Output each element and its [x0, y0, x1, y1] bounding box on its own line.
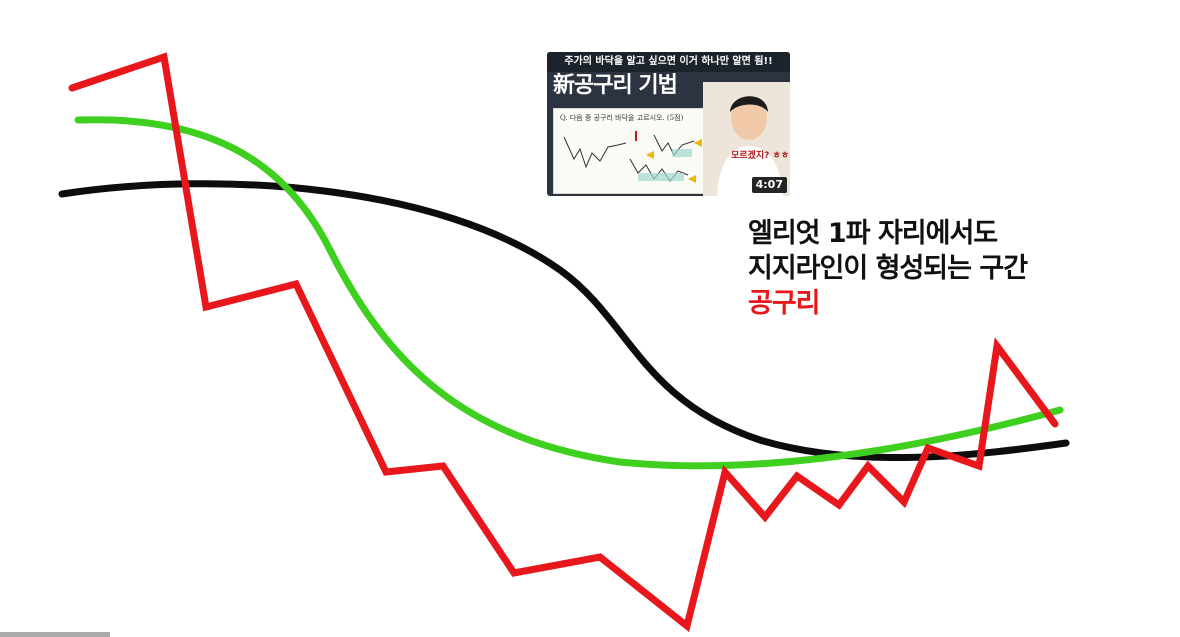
- whiteboard-question: Q. 다음 중 공구리 바닥을 고르시오. (5점): [560, 114, 684, 122]
- video-thumbnail[interactable]: 주가의 바닥을 알고 싶으면 이거 하나만 알면 됨!! 新공구리 기법 Q. …: [547, 52, 790, 196]
- caption-line-1: 엘리엇 1파 자리에서도: [748, 218, 998, 249]
- caption-highlight: 공구리: [748, 288, 821, 319]
- thumbnail-title: 新공구리 기법: [553, 73, 678, 98]
- annotation-caption: 엘리엇 1파 자리에서도 지지라인이 형성되는 구간 공구리: [748, 216, 1028, 321]
- bottom-edge-fragment: [0, 632, 110, 637]
- thumbnail-whiteboard: Q. 다음 중 공구리 바닥을 고르시오. (5점): [553, 108, 705, 194]
- thumbnail-bubble: 모르겠지? ㅎㅎ: [731, 151, 790, 161]
- video-duration-badge: 4:07: [751, 177, 787, 193]
- green-fast-line: [74, 116, 1064, 470]
- presenter-photo: [703, 82, 790, 196]
- caption-line-2: 지지라인이 형성되는 구간: [748, 253, 1028, 284]
- whiteboard-sketch: [563, 131, 702, 183]
- thumbnail-banner: 주가의 바닥을 알고 싶으면 이거 하나만 알면 됨!!: [547, 52, 790, 72]
- red-price-line: [68, 52, 1059, 633]
